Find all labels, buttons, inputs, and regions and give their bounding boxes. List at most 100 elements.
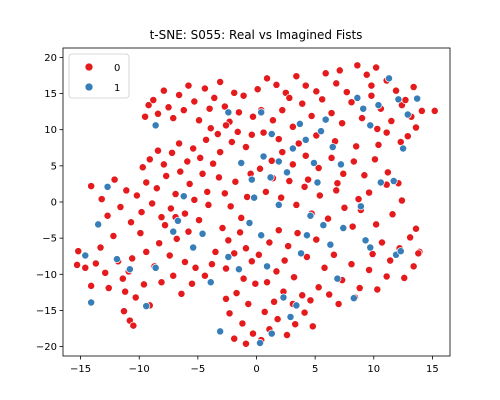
scatter-point-series-0 bbox=[274, 135, 283, 144]
scatter-point-series-0 bbox=[241, 143, 250, 151]
scatter-point-series-0 bbox=[181, 209, 189, 218]
x-tick-label: −5 bbox=[190, 364, 205, 375]
scatter-point-series-1 bbox=[310, 159, 318, 167]
scatter-point-series-0 bbox=[308, 322, 317, 331]
scatter-point-series-1 bbox=[394, 95, 403, 104]
scatter-point-series-0 bbox=[218, 224, 227, 232]
scatter-point-series-0 bbox=[298, 291, 307, 300]
scatter-point-series-0 bbox=[136, 229, 145, 238]
scatter-point-series-0 bbox=[128, 254, 137, 263]
scatter-point-series-0 bbox=[127, 218, 135, 227]
scatter-point-series-0 bbox=[155, 239, 164, 248]
scatter-point-series-0 bbox=[362, 70, 371, 79]
y-tick-label: 10 bbox=[44, 125, 57, 136]
scatter-point-series-1 bbox=[288, 144, 297, 153]
scatter-point-series-0 bbox=[261, 187, 270, 196]
scatter-point-series-1 bbox=[313, 178, 322, 187]
scatter-point-series-0 bbox=[388, 210, 397, 219]
scatter-point-series-1 bbox=[267, 130, 276, 138]
scatter-point-series-0 bbox=[138, 163, 147, 172]
scatter-point-series-0 bbox=[120, 307, 128, 316]
scatter-point-series-0 bbox=[184, 227, 193, 236]
scatter-point-series-0 bbox=[243, 192, 252, 201]
scatter-point-series-0 bbox=[360, 171, 369, 180]
scatter-point-series-0 bbox=[183, 157, 192, 166]
scatter-point-series-1 bbox=[274, 157, 283, 166]
scatter-point-series-1 bbox=[81, 251, 90, 260]
scatter-point-series-0 bbox=[348, 222, 357, 231]
scatter-point-series-0 bbox=[239, 91, 248, 100]
scatter-point-series-1 bbox=[151, 263, 160, 272]
scatter-point-series-0 bbox=[301, 151, 310, 160]
scatter-point-series-0 bbox=[137, 208, 146, 217]
scatter-point-series-0 bbox=[386, 256, 395, 265]
scatter-point-series-0 bbox=[87, 182, 96, 191]
scatter-point-series-0 bbox=[270, 297, 279, 306]
scatter-point-series-0 bbox=[353, 61, 362, 70]
scatter-point-series-0 bbox=[231, 177, 240, 186]
scatter-point-series-0 bbox=[209, 159, 218, 168]
scatter-point-series-0 bbox=[371, 155, 379, 164]
scatter-point-series-0 bbox=[273, 315, 282, 324]
scatter-point-series-0 bbox=[354, 195, 363, 204]
scatter-point-series-0 bbox=[325, 290, 334, 299]
scatter-point-series-0 bbox=[300, 182, 309, 191]
scatter-point-series-0 bbox=[403, 132, 412, 141]
legend-label-1: 1 bbox=[114, 83, 120, 94]
scatter-point-series-0 bbox=[372, 63, 381, 72]
y-tick-label: −20 bbox=[36, 342, 57, 353]
scatter-point-series-1 bbox=[413, 94, 422, 103]
scatter-point-series-0 bbox=[172, 234, 181, 243]
scatter-point-series-0 bbox=[171, 190, 180, 198]
scatter-point-series-1 bbox=[359, 104, 368, 113]
scatter-point-series-0 bbox=[263, 74, 271, 83]
scatter-point-series-0 bbox=[288, 122, 297, 131]
scatter-point-series-0 bbox=[215, 173, 223, 182]
scatter-point-series-0 bbox=[327, 109, 336, 118]
scatter-point-series-0 bbox=[374, 140, 383, 149]
scatter-point-series-0 bbox=[329, 250, 338, 259]
scatter-point-series-0 bbox=[334, 299, 343, 308]
scatter-point-series-1 bbox=[274, 200, 283, 209]
scatter-point-series-0 bbox=[239, 274, 248, 283]
scatter-point-series-1 bbox=[206, 278, 215, 287]
scatter-point-series-1 bbox=[266, 173, 275, 182]
scatter-point-series-0 bbox=[238, 319, 247, 328]
scatter-point-series-1 bbox=[321, 115, 330, 124]
x-axis: −15 −10 −5 0 5 10 15 bbox=[70, 356, 439, 375]
scatter-point-series-0 bbox=[292, 200, 301, 209]
scatter-point-series-0 bbox=[315, 191, 324, 200]
scatter-point-series-0 bbox=[333, 179, 342, 188]
scatter-point-series-0 bbox=[409, 262, 418, 271]
scatter-point-series-1 bbox=[385, 74, 393, 83]
scatter-point-series-0 bbox=[392, 86, 400, 95]
scatter-point-series-0 bbox=[225, 309, 234, 318]
scatter-point-series-0 bbox=[222, 264, 230, 273]
scatter-point-series-0 bbox=[373, 125, 382, 133]
scatter-point-series-0 bbox=[367, 91, 376, 100]
scatter-point-series-0 bbox=[110, 175, 119, 184]
scatter-point-series-0 bbox=[200, 84, 209, 93]
scatter-point-series-0 bbox=[154, 146, 162, 155]
scatter-point-series-1 bbox=[112, 255, 121, 264]
scatter-point-series-0 bbox=[272, 267, 281, 276]
scatter-point-series-0 bbox=[314, 283, 323, 292]
scatter-point-series-0 bbox=[291, 320, 300, 329]
scatter-point-series-0 bbox=[227, 138, 236, 146]
scatter-point-series-1 bbox=[399, 144, 408, 153]
y-tick-label: 15 bbox=[44, 89, 57, 100]
scatter-point-series-0 bbox=[200, 271, 209, 280]
scatter-point-series-0 bbox=[352, 142, 361, 151]
scatter-point-series-0 bbox=[101, 268, 110, 277]
scatter-point-series-0 bbox=[298, 99, 307, 108]
scatter-point-series-0 bbox=[96, 243, 105, 252]
scatter-point-series-0 bbox=[383, 168, 392, 177]
scatter-point-series-0 bbox=[365, 188, 374, 197]
scatter-point-series-0 bbox=[191, 263, 200, 272]
scatter-point-series-0 bbox=[222, 121, 230, 130]
x-tick-label: 10 bbox=[367, 364, 380, 375]
scatter-point-series-0 bbox=[355, 284, 364, 292]
scatter-point-series-0 bbox=[185, 179, 194, 188]
scatter-point-series-0 bbox=[249, 112, 257, 121]
